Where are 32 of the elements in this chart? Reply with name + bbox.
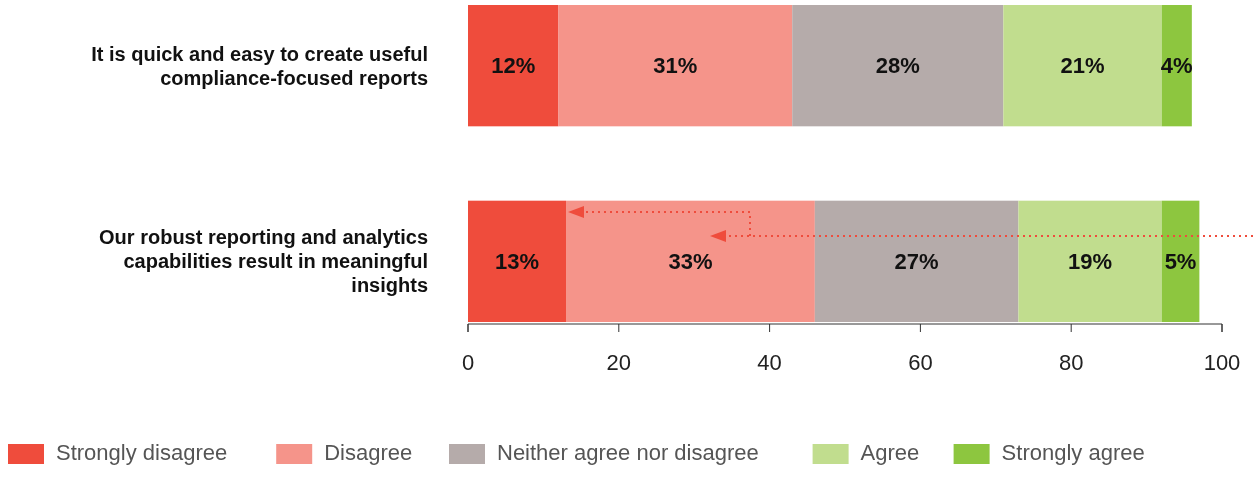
data-label: 5% — [1164, 249, 1197, 275]
bar — [558, 5, 793, 127]
y-tick-label: It is quick and easy to create useful compliance-focused reports — [91, 42, 428, 89]
data-label: 31% — [653, 53, 698, 79]
bar — [814, 200, 1019, 322]
bar — [1003, 5, 1162, 127]
legend-label: Strongly disagree — [56, 440, 228, 465]
x-tick-label: 100 — [1203, 350, 1241, 375]
data-label: 28% — [875, 53, 920, 79]
x-tick-label: 20 — [606, 350, 632, 375]
bar — [468, 5, 559, 127]
bar — [1161, 5, 1192, 127]
data-label: 21% — [1060, 53, 1105, 79]
data-label: 4% — [1160, 53, 1193, 79]
bar — [792, 5, 1004, 127]
x-tick-label: 80 — [1058, 350, 1084, 375]
x-tick-label: 40 — [757, 350, 782, 375]
data-label: 27% — [894, 249, 939, 275]
x-tick-label: 60 — [908, 350, 933, 375]
legend-label: Neither agree nor disagree — [497, 440, 759, 465]
data-label: 33% — [668, 249, 713, 275]
y-tick-label: Our robust reporting and analytics capabilities result in meaningful insights — [99, 226, 428, 297]
legend-label: Agree — [860, 440, 920, 465]
x-tick-label: 0 — [461, 350, 475, 375]
legend-label: Disagree — [324, 440, 413, 465]
bar — [1161, 200, 1200, 322]
data-label: 13% — [494, 249, 540, 275]
legend-label: Strongly agree — [1001, 440, 1145, 465]
data-label: 12% — [491, 53, 536, 79]
bar — [566, 200, 815, 322]
data-label: 19% — [1068, 249, 1113, 275]
bar — [1018, 200, 1162, 322]
